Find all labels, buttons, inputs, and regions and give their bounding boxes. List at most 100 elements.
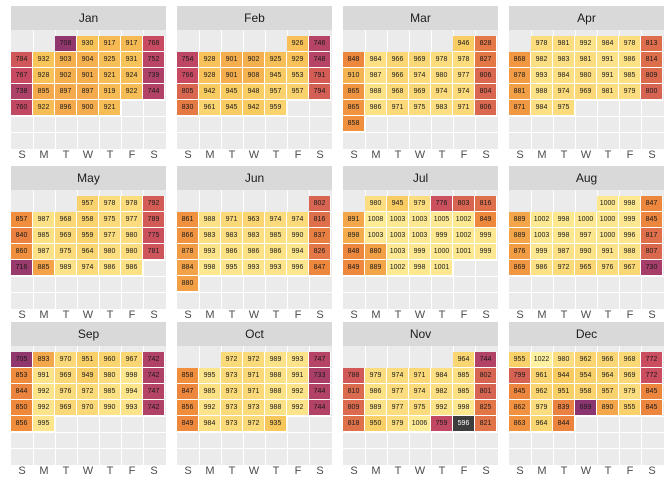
day-cell: 972 [553,260,575,276]
day-cell: 809 [641,68,663,84]
day-cell: 999 [531,244,553,260]
weekday-label: W [580,149,592,161]
day-cell: 993 [199,244,221,260]
day-cell: 980 [575,68,597,84]
day-cell: 817 [641,228,663,244]
day-cell: 1008 [365,212,387,228]
weekday-label: T [62,465,70,477]
day-cell: 804 [475,84,497,100]
day-cell: 998 [619,196,641,212]
weekday-label: T [394,309,402,321]
weekday-label: F [626,149,634,161]
day-cell: 891 [343,212,365,228]
day-cell: 950 [365,416,387,432]
day-cell: 810 [343,384,365,400]
day-cell: 985 [99,384,121,400]
day-cell: 839 [553,400,575,416]
day-cell: 987 [33,212,55,228]
day-cell: 999 [431,228,453,244]
weekday-label: T [62,149,70,161]
day-cell: 983 [199,228,221,244]
grid-line [177,432,332,433]
grid-line [343,116,498,117]
day-cell: 801 [475,384,497,400]
day-cell: 951 [553,384,575,400]
weekday-label: F [460,465,468,477]
day-cell: 861 [177,212,199,228]
day-cell: 988 [531,84,553,100]
day-cell: 974 [431,84,453,100]
day-cell: 987 [553,244,575,260]
day-cell: 984 [553,68,575,84]
day-cell: 772 [641,368,663,384]
weekday-label: F [460,309,468,321]
day-cell: 972 [243,416,265,432]
weekday-label: T [272,465,280,477]
day-cell: 984 [531,100,553,116]
day-cell: 931 [121,52,143,68]
month-panel-jun: Jun 802 861 988 971 963 974 974 816 866 983 983 983 9… [177,166,332,326]
grid-line [177,116,332,117]
month-grid: 705 893 970 951 960 967 742 853 991 969 949 980 998 7… [11,346,166,465]
day-cell: 971 [409,368,431,384]
grid-line [11,276,166,277]
day-cell: 871 [509,100,531,116]
weekday-label: T [604,149,612,161]
day-cell: 979 [387,416,409,432]
weekday-label: S [316,309,324,321]
weekday-label: S [482,309,490,321]
day-cell: 988 [365,84,387,100]
day-cell: 965 [575,260,597,276]
day-cell: 982 [531,52,553,68]
grid-line [343,276,498,277]
grid-line [11,432,166,433]
day-cell: 959 [77,228,99,244]
day-cell: 984 [199,416,221,432]
day-cell: 926 [287,36,309,52]
day-cell: 992 [575,36,597,52]
day-cell: 977 [387,384,409,400]
day-cell: 985 [33,228,55,244]
weekday-label: T [560,465,568,477]
weekday-label: S [18,465,26,477]
day-cell: 772 [641,352,663,368]
day-cell: 784 [11,52,33,68]
day-cell: 845 [641,400,663,416]
day-cell: 964 [531,416,553,432]
month-grid: 1000 998 847 889 1002 998 1000 1000 999 845 889 100… [509,190,664,309]
day-cell: 849 [343,260,365,276]
day-cell: 752 [143,52,165,68]
day-cell: 932 [33,52,55,68]
day-cell: 970 [77,400,99,416]
weekday-label: T [106,465,114,477]
day-cell: 900 [77,100,99,116]
day-cell: 957 [265,84,287,100]
day-cell: 828 [475,36,497,52]
day-cell: 973 [221,384,243,400]
day-cell: 821 [475,416,497,432]
weekday-label: W [248,309,260,321]
day-cell: 840 [11,228,33,244]
day-cell: 994 [287,244,309,260]
day-cell: 1001 [453,244,475,260]
day-cell: 998 [553,212,575,228]
grid-line [11,132,166,133]
day-cell: 978 [121,196,143,212]
day-cell: 949 [77,368,99,384]
day-cell: 983 [553,52,575,68]
day-cell: 978 [453,52,475,68]
weekday-label: M [537,149,547,161]
day-cell: 869 [509,260,531,276]
day-cell: 921 [99,68,121,84]
day-cell: 974 [409,384,431,400]
day-cell: 901 [77,68,99,84]
day-cell: 994 [121,384,143,400]
month-grid: 926 746 754 928 901 902 925 929 748 766 928 901 908 9… [177,30,332,149]
day-cell: 998 [121,368,143,384]
weekday-label: S [150,149,158,161]
day-cell: 999 [619,212,641,228]
day-cell: 747 [309,352,331,368]
day-cell: 925 [99,52,121,68]
day-cell: 945 [265,68,287,84]
